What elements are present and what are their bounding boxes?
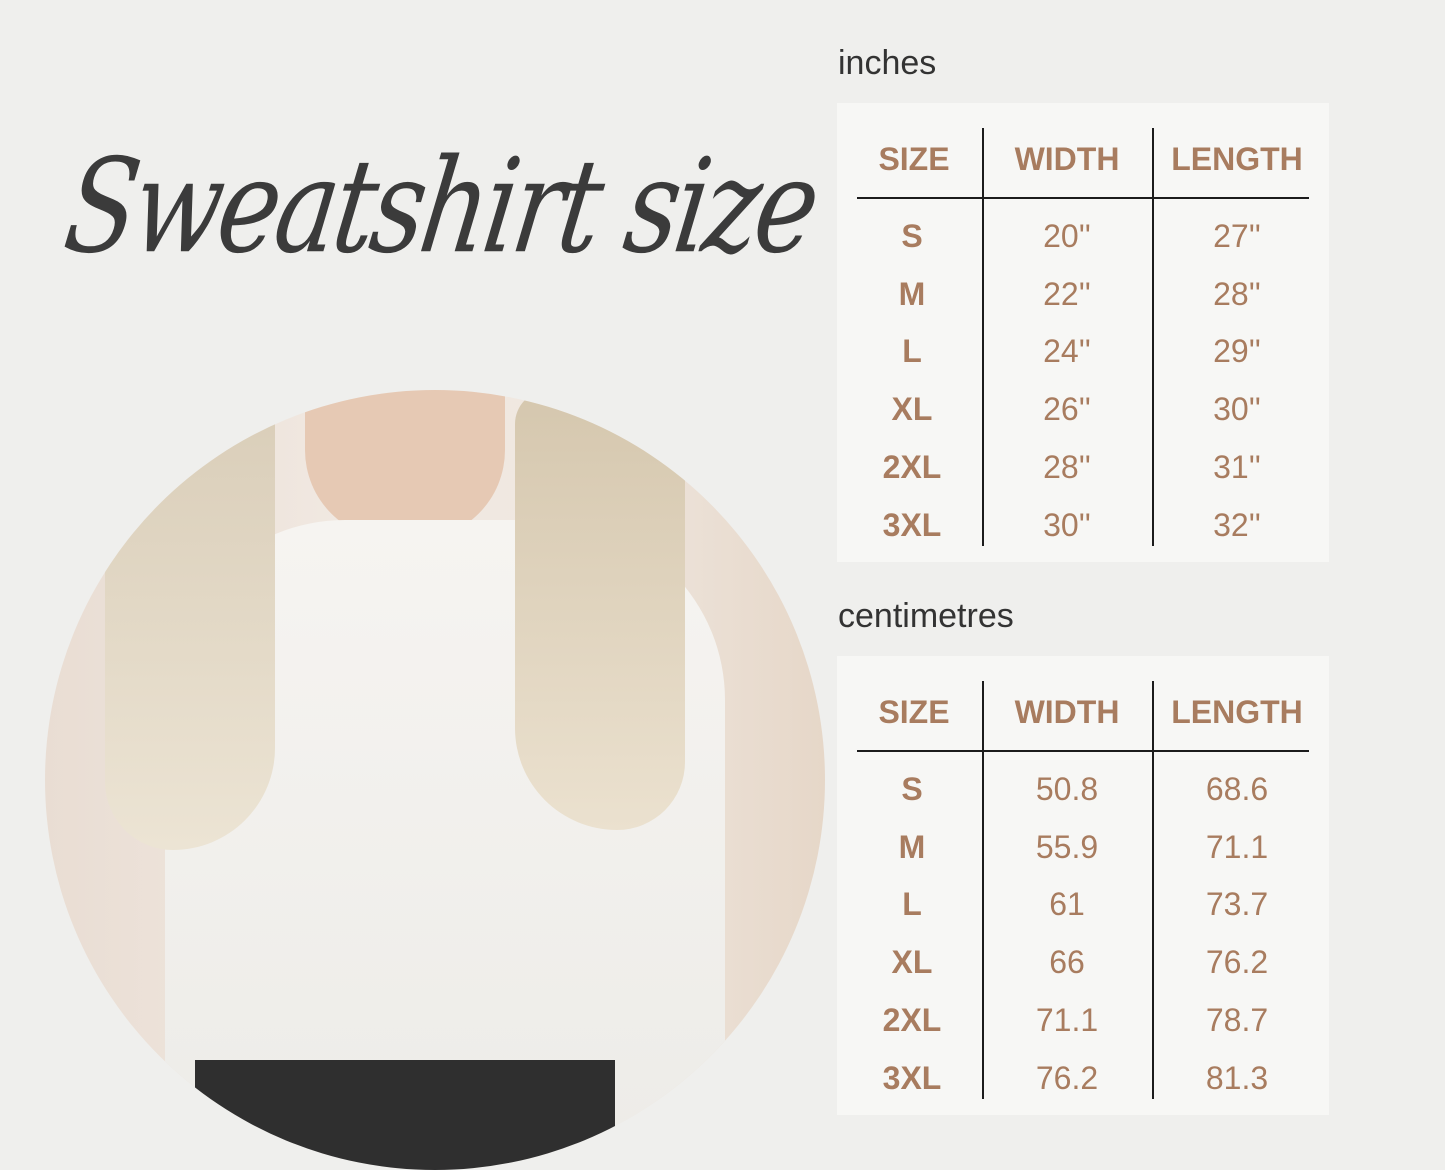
measurement-cell: 78.7 <box>1205 1001 1269 1038</box>
measurement-cell: 29'' <box>1213 333 1261 370</box>
size-cell: XL <box>891 944 933 981</box>
measurement-cell: 32'' <box>1213 506 1261 543</box>
hair-right <box>515 390 685 830</box>
column-divider <box>982 128 984 546</box>
model-photo <box>45 390 825 1170</box>
hair-left <box>105 390 275 850</box>
measurement-cell: 22'' <box>1043 275 1091 312</box>
measurement-cell: 28'' <box>1043 448 1091 485</box>
unit-label-inches: inches <box>838 44 937 82</box>
size-table-inches: SIZE WIDTH LENGTH S 20'' 27'' M 22'' 28'' L 24'' 29… <box>837 103 1329 562</box>
page-title: Sweatshirt size <box>56 130 825 283</box>
column-header: SIZE <box>878 694 950 730</box>
measurement-cell: 27'' <box>1213 218 1261 254</box>
size-cell: 3XL <box>882 506 942 543</box>
measurement-cell: 81.3 <box>1205 1059 1269 1096</box>
measurement-cell: 68.6 <box>1205 771 1269 807</box>
measurement-cell: 30'' <box>1213 391 1261 428</box>
measurement-cell: 31'' <box>1213 448 1261 485</box>
measurement-cell: 24'' <box>1043 333 1091 370</box>
measurement-cell: 73.7 <box>1205 886 1269 923</box>
jeans <box>195 1060 615 1170</box>
measurement-cell: 76.2 <box>1205 944 1269 981</box>
measurement-cell: 71.1 <box>1205 828 1269 865</box>
size-table-centimetres: SIZE WIDTH LENGTH S 50.8 68.6 M 55.9 71.1 L 61 73.7… <box>837 656 1329 1115</box>
size-cell: S <box>901 771 923 807</box>
column-header: WIDTH <box>1014 694 1120 730</box>
column-header: LENGTH <box>1171 694 1303 730</box>
size-cell: L <box>902 333 922 370</box>
measurement-cell: 66 <box>1049 944 1085 981</box>
unit-label-centimetres: centimetres <box>838 597 1014 635</box>
column-header: SIZE <box>878 141 950 177</box>
column-divider <box>982 681 984 1099</box>
measurement-cell: 71.1 <box>1035 1001 1099 1038</box>
measurement-cell: 50.8 <box>1035 771 1099 807</box>
column-header: LENGTH <box>1171 141 1303 177</box>
header-divider <box>857 197 1309 199</box>
column-header: WIDTH <box>1014 141 1120 177</box>
measurement-cell: 55.9 <box>1035 828 1099 865</box>
size-cell: L <box>902 886 922 923</box>
measurement-cell: 76.2 <box>1035 1059 1099 1096</box>
measurement-cell: 26'' <box>1043 391 1091 428</box>
measurement-cell: 28'' <box>1213 275 1261 312</box>
size-cell: M <box>898 275 926 312</box>
size-cell: 2XL <box>882 1001 942 1038</box>
header-divider <box>857 750 1309 752</box>
column-divider <box>1152 128 1154 546</box>
size-cell: 3XL <box>882 1059 942 1096</box>
column-divider <box>1152 681 1154 1099</box>
size-cell: M <box>898 828 926 865</box>
neck <box>305 390 505 540</box>
size-cell: 2XL <box>882 448 942 485</box>
size-cell: XL <box>891 391 933 428</box>
size-cell: S <box>901 218 923 254</box>
measurement-cell: 20'' <box>1043 218 1091 254</box>
measurement-cell: 61 <box>1049 886 1085 923</box>
measurement-cell: 30'' <box>1043 506 1091 543</box>
